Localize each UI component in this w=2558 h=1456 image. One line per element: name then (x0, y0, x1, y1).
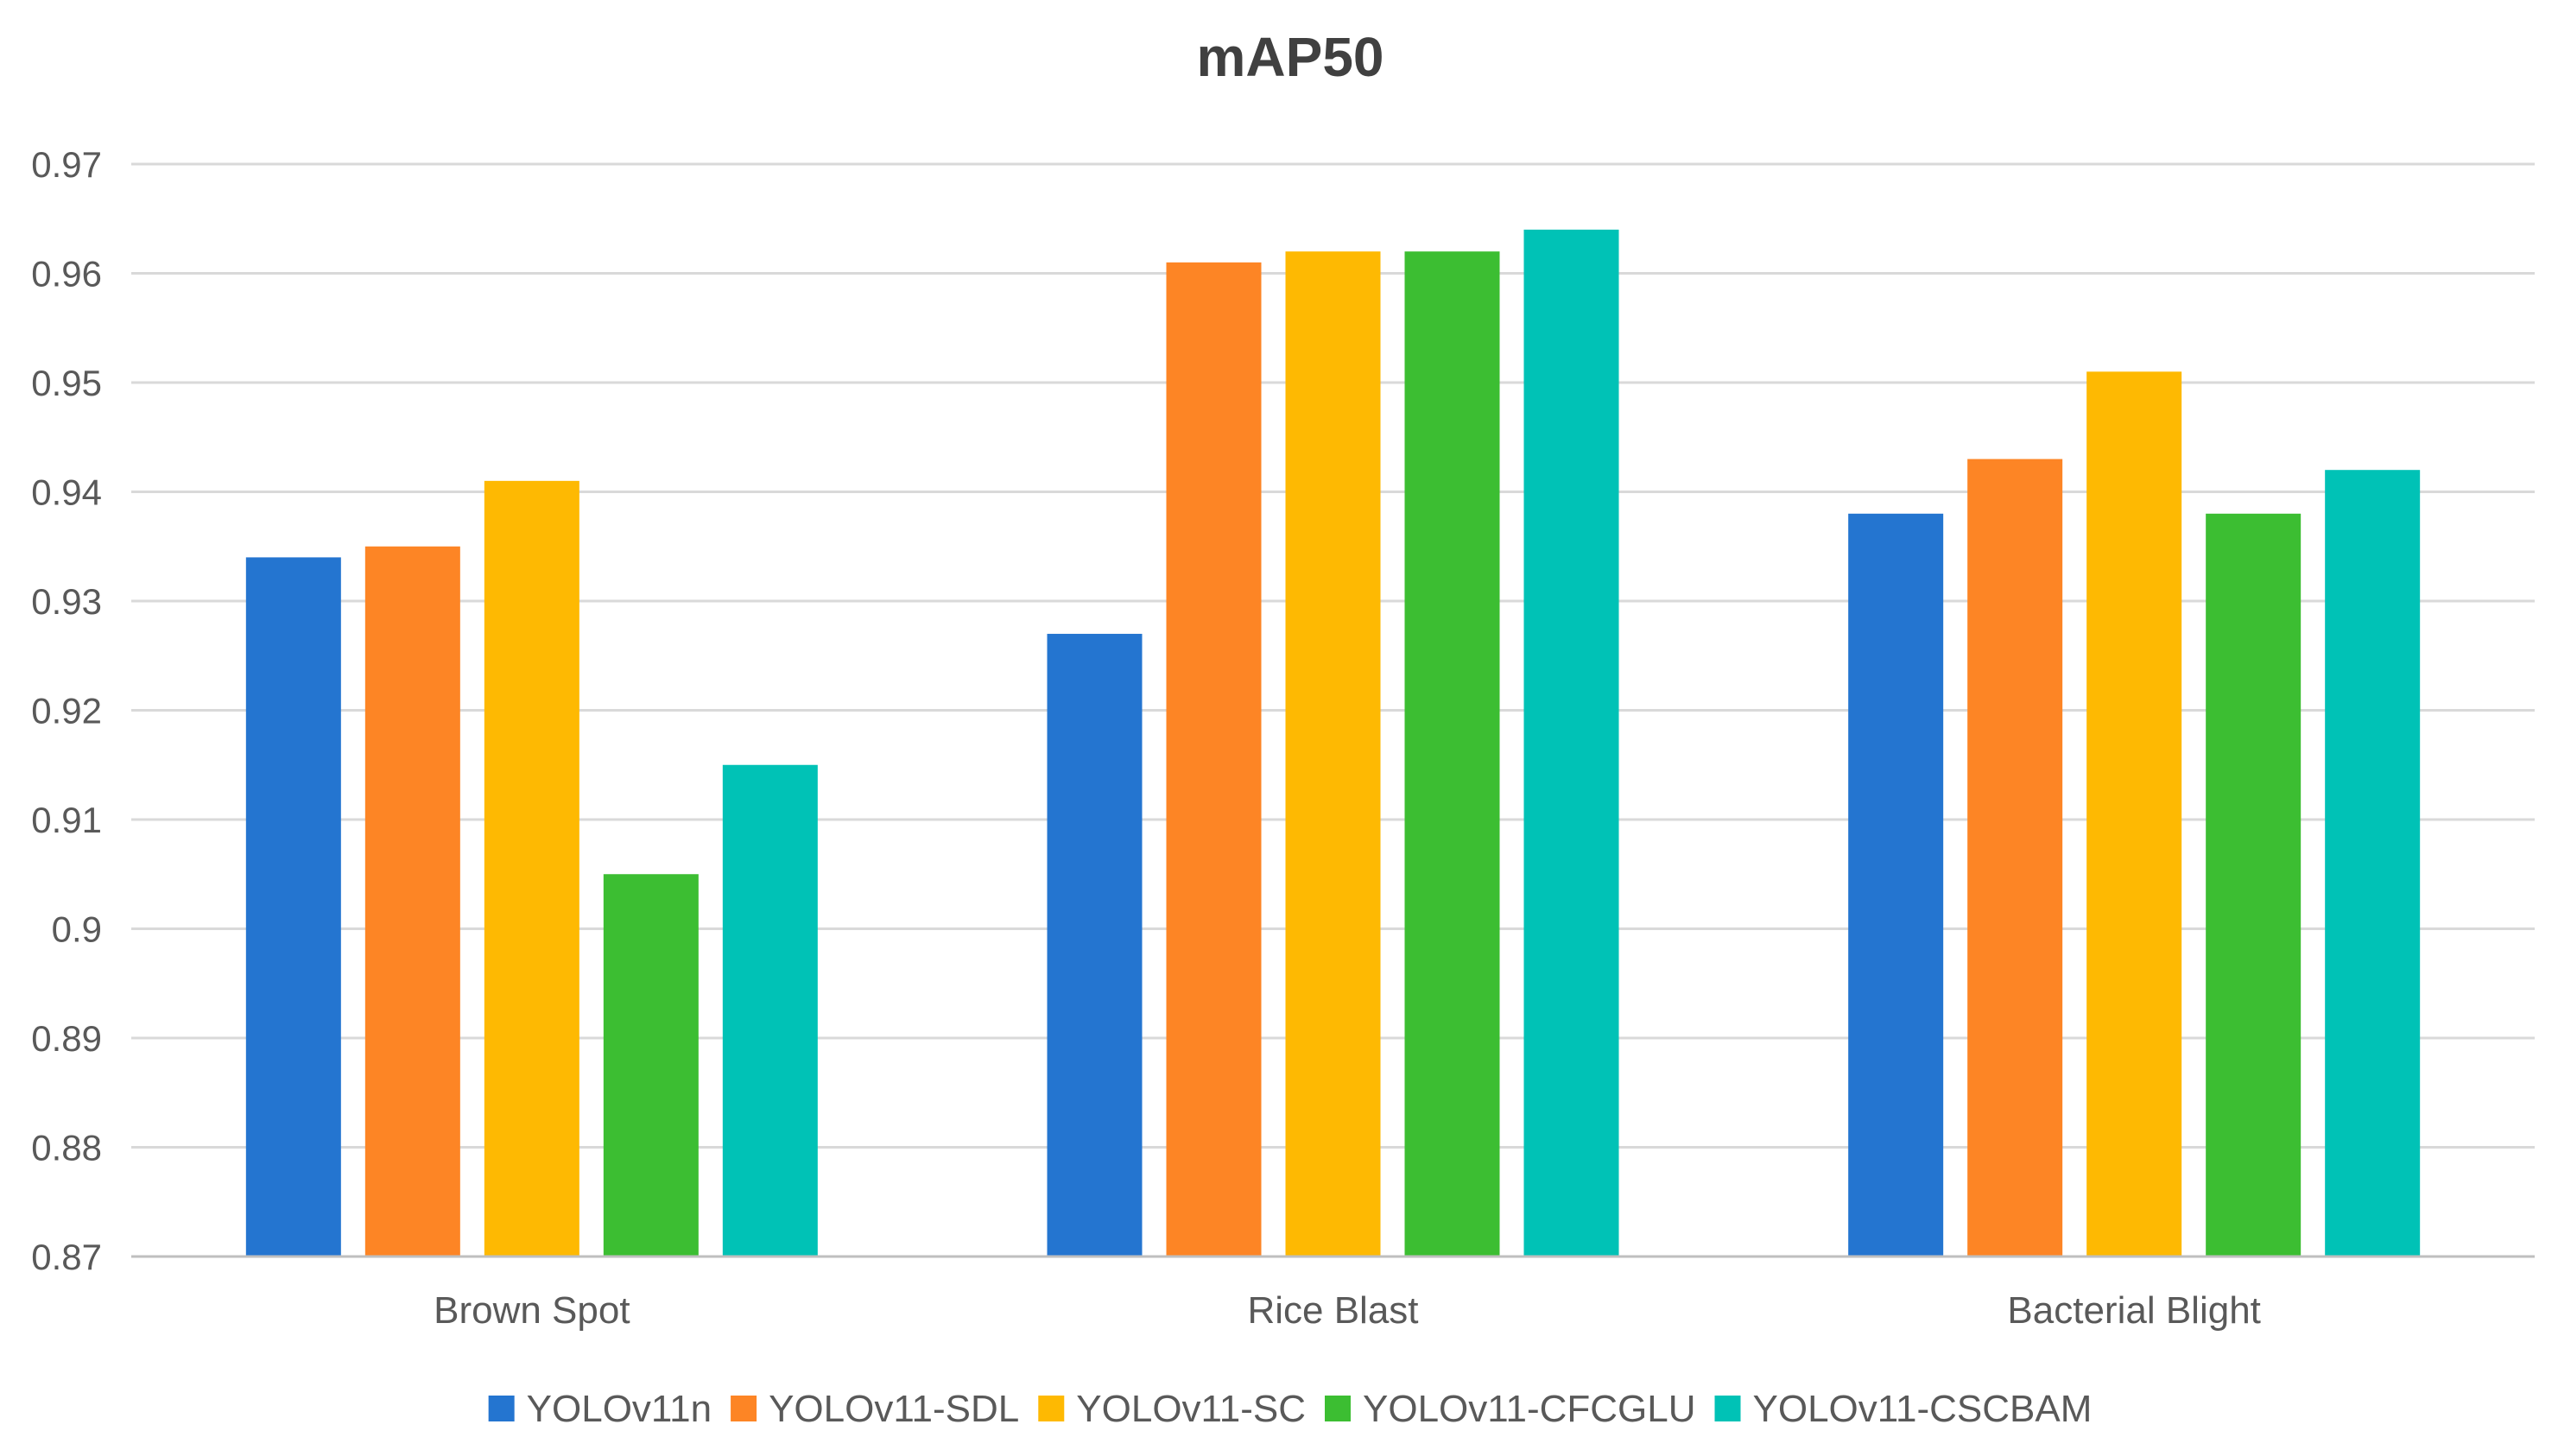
legend-item: YOLOv11n (488, 1388, 712, 1430)
legend-swatch (1714, 1396, 1741, 1421)
x-category-label: Rice Blast (1247, 1289, 1418, 1332)
x-axis-categories: Brown Spot Rice Blast Bacterial Blight (434, 1289, 2261, 1332)
bar-yolov11-sc-rice-blast (1285, 251, 1381, 1257)
y-tick-label: 0.88 (31, 1128, 102, 1168)
legend-swatch (488, 1396, 515, 1421)
bar-yolov11n-rice-blast (1047, 633, 1143, 1257)
y-tick-label: 0.93 (31, 581, 102, 622)
legend-item: YOLOv11-SC (1038, 1388, 1306, 1430)
y-tick-label: 0.96 (31, 254, 102, 294)
legend-label: YOLOv11n (527, 1388, 712, 1430)
bar-yolov11-cscbam-brown-spot (722, 764, 818, 1257)
y-tick-label: 0.95 (31, 363, 102, 403)
bar-yolov11-cfcglu-bacterial-blight (2206, 513, 2302, 1257)
y-tick-label: 0.9 (52, 909, 102, 950)
legend-item: YOLOv11-SDL (731, 1388, 1019, 1430)
y-tick-label: 0.94 (31, 472, 102, 513)
y-tick-label: 0.89 (31, 1018, 102, 1059)
legend-swatch (1038, 1396, 1065, 1421)
bar-yolov11-sdl-rice-blast (1166, 262, 1262, 1257)
legend-label: YOLOv11-SC (1076, 1388, 1306, 1430)
bar-yolov11n-brown-spot (245, 557, 341, 1257)
bar-yolov11-cscbam-bacterial-blight (2325, 470, 2421, 1257)
x-category-label: Brown Spot (434, 1289, 630, 1332)
legend-swatch (1325, 1396, 1351, 1421)
legend: YOLOv11n YOLOv11-SDL YOLOv11-SC YOLOv11-CFC… (488, 1388, 2093, 1430)
bar-yolov11-cfcglu-rice-blast (1404, 251, 1500, 1257)
bar-yolov11-sc-bacterial-blight (2086, 371, 2182, 1257)
bar-yolov11-cscbam-rice-blast (1523, 229, 1619, 1257)
bar-yolov11-cfcglu-brown-spot (603, 874, 699, 1257)
bar-yolov11-sdl-bacterial-blight (1967, 459, 2063, 1257)
y-tick-label: 0.87 (31, 1237, 102, 1277)
legend-swatch (731, 1396, 757, 1421)
y-tick-label: 0.91 (31, 800, 102, 840)
bar-yolov11n-bacterial-blight (1848, 513, 1944, 1257)
legend-label: YOLOv11-CFCGLU (1363, 1388, 1696, 1430)
bar-yolov11-sdl-brown-spot (364, 546, 460, 1257)
legend-label: YOLOv11-SDL (769, 1388, 1019, 1430)
legend-item: YOLOv11-CFCGLU (1325, 1388, 1696, 1430)
bar-yolov11-sc-brown-spot (484, 480, 579, 1257)
chart-title: mAP50 (1197, 26, 1384, 88)
legend-label: YOLOv11-CSCBAM (1753, 1388, 2093, 1430)
y-tick-label: 0.97 (31, 144, 102, 185)
bars (245, 229, 2421, 1257)
legend-item: YOLOv11-CSCBAM (1714, 1388, 2093, 1430)
y-axis-ticks: 0.87 0.88 0.89 0.9 0.91 0.92 0.93 0.94 0.95 0.96 0… (31, 144, 102, 1277)
y-tick-label: 0.92 (31, 691, 102, 731)
x-category-label: Bacterial Blight (2007, 1289, 2260, 1332)
